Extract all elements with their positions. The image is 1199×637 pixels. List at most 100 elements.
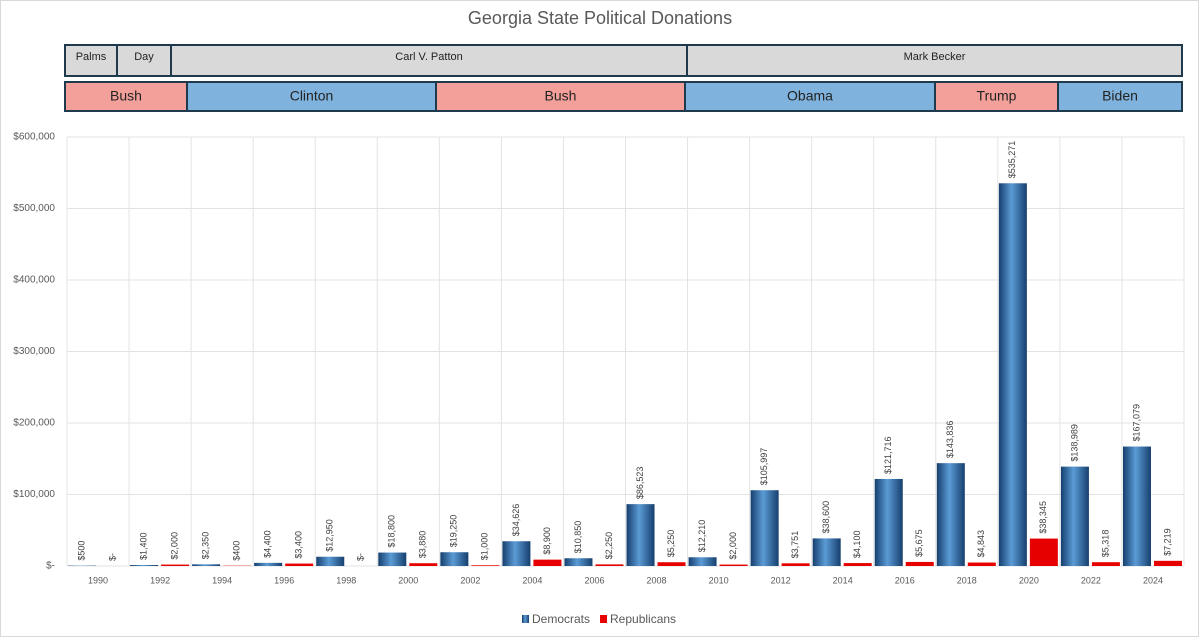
- value-label: $2,250: [604, 532, 614, 560]
- y-tick-label: $100,000: [13, 489, 55, 500]
- value-label: $143,836: [945, 421, 955, 459]
- value-label: $3,880: [418, 531, 428, 559]
- value-label: $12,950: [325, 519, 335, 552]
- chart-title: Georgia State Political Donations: [468, 8, 732, 28]
- democrat-bar: [936, 463, 965, 566]
- x-tick-label: 1994: [212, 575, 232, 585]
- value-label: $5,318: [1100, 530, 1110, 558]
- chancellor-label: Palms: [76, 51, 107, 63]
- value-label: $-: [107, 553, 117, 561]
- y-tick-label: $500,000: [13, 203, 55, 214]
- value-label: $7,219: [1162, 528, 1172, 556]
- value-label: $38,345: [1038, 501, 1048, 534]
- y-tick-label: $600,000: [13, 132, 55, 143]
- republican-bar: [843, 563, 872, 566]
- chancellor-label: Mark Becker: [904, 51, 966, 63]
- democrat-bar: [998, 183, 1027, 566]
- value-label: $121,716: [883, 436, 893, 474]
- x-tick-label: 2006: [584, 575, 604, 585]
- x-tick-label: 2018: [957, 575, 977, 585]
- x-tick-label: 2014: [833, 575, 853, 585]
- republican-bar: [657, 562, 686, 566]
- republican-bar: [533, 559, 562, 566]
- republican-bar: [781, 563, 810, 566]
- x-tick-label: 2008: [647, 575, 667, 585]
- president-label: Bush: [110, 88, 142, 104]
- democrat-bar: [1060, 466, 1089, 566]
- x-tick-label: 2022: [1081, 575, 1101, 585]
- president-band: [684, 81, 936, 112]
- x-tick-label: 1998: [336, 575, 356, 585]
- legend-label: Republicans: [610, 612, 676, 626]
- president-label: Bush: [545, 88, 577, 104]
- president-band: [64, 81, 188, 112]
- chancellor-band: [64, 44, 118, 77]
- x-tick-label: 2004: [522, 575, 542, 585]
- republican-bar: [409, 563, 438, 566]
- value-label: $34,626: [511, 504, 521, 537]
- value-label: $-: [356, 553, 366, 561]
- y-tick-label: $200,000: [13, 418, 55, 429]
- value-label: $1,000: [480, 533, 490, 561]
- value-label: $4,843: [976, 530, 986, 558]
- republican-bar: [905, 561, 934, 566]
- democrat-bar: [316, 556, 345, 566]
- value-label: $105,997: [759, 448, 769, 486]
- republican-bar: [719, 564, 748, 566]
- value-label: $8,900: [542, 527, 552, 555]
- x-tick-label: 1990: [88, 575, 108, 585]
- democrat-bar: [812, 538, 841, 566]
- republican-bar: [161, 564, 190, 566]
- value-label: $167,079: [1131, 404, 1141, 442]
- x-tick-label: 1992: [150, 575, 170, 585]
- value-label: $38,600: [821, 501, 831, 534]
- legend-swatch: [522, 615, 529, 623]
- republican-bar: [1029, 538, 1058, 566]
- value-label: $535,271: [1007, 141, 1017, 179]
- x-tick-label: 2010: [709, 575, 729, 585]
- y-tick-label: $300,000: [13, 346, 55, 357]
- y-tick-label: $-: [46, 561, 55, 572]
- democrat-bar: [440, 552, 469, 566]
- legend-swatch: [600, 615, 608, 623]
- democrat-bar: [378, 552, 407, 566]
- value-label: $18,800: [387, 515, 397, 548]
- value-label: $10,850: [573, 521, 583, 554]
- value-label: $2,350: [201, 532, 211, 560]
- democrat-bar: [688, 557, 717, 566]
- x-tick-label: 2002: [460, 575, 480, 585]
- democrat-bar: [502, 541, 531, 566]
- republican-bar: [1153, 560, 1182, 566]
- value-label: $12,210: [697, 520, 707, 553]
- president-band: [435, 81, 686, 112]
- value-label: $2,000: [169, 532, 179, 560]
- republican-bar: [471, 565, 500, 566]
- president-label: Trump: [977, 88, 1017, 104]
- democrat-bar: [750, 490, 779, 566]
- chancellor-label: Day: [134, 51, 154, 63]
- x-tick-label: 1996: [274, 575, 294, 585]
- president-band: [1057, 81, 1183, 112]
- value-label: $5,675: [914, 529, 924, 557]
- republican-bar: [1091, 562, 1120, 566]
- republican-bar: [595, 564, 624, 566]
- democrat-bar: [626, 504, 655, 566]
- value-label: $3,400: [294, 531, 304, 559]
- value-label: $1,400: [138, 532, 148, 560]
- republican-bar: [285, 563, 314, 566]
- value-label: $19,250: [449, 515, 459, 548]
- president-label: Biden: [1102, 88, 1138, 104]
- y-tick-label: $400,000: [13, 275, 55, 286]
- chancellor-band: [116, 44, 172, 77]
- democrat-bar: [254, 562, 283, 566]
- democrat-bar: [874, 478, 903, 566]
- chancellor-band: [686, 44, 1183, 77]
- value-label: $3,751: [790, 531, 800, 559]
- democrat-bar: [1122, 446, 1151, 566]
- x-tick-label: 2000: [398, 575, 418, 585]
- chancellor-label: Carl V. Patton: [395, 51, 462, 63]
- president-label: Obama: [787, 88, 833, 104]
- value-label: $5,250: [666, 530, 676, 558]
- x-tick-label: 2020: [1019, 575, 1039, 585]
